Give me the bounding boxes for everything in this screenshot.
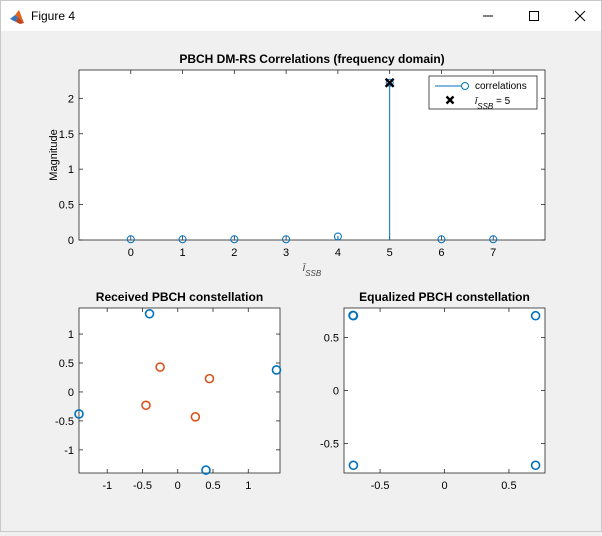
plot3-xtick-label: -0.5	[371, 480, 390, 492]
plot3-point	[348, 310, 358, 321]
figure-plots: 0 1 2 3 4 5 6 7 0 0.5 1 1.5 2 PBCH DM-RS Correlations…	[48, 52, 546, 492]
plot1-xtick-label: 7	[490, 247, 496, 259]
maximize-button[interactable]	[511, 1, 557, 31]
plot2-point	[74, 409, 84, 419]
x-mark-stroke	[384, 77, 395, 88]
plot1-xtick-label: 2	[231, 247, 237, 259]
matlab-icon	[10, 10, 24, 24]
minimize-button[interactable]	[465, 1, 511, 31]
plot2-point	[144, 308, 155, 319]
plot1-xtick-label: 4	[335, 247, 341, 259]
plot1-title: PBCH DM-RS Correlations (frequency domai…	[179, 52, 444, 66]
plot2-ytick-label: 0	[68, 387, 74, 399]
plot1-ytick-label: 1	[68, 164, 74, 176]
plot1-ytick-label: 0.5	[59, 200, 74, 212]
plot2-ytick-label: 0.5	[59, 358, 74, 370]
plot2-point	[155, 362, 165, 372]
close-icon	[574, 10, 586, 22]
plot2-point	[204, 373, 215, 384]
plot3-title: Equalized PBCH constellation	[359, 290, 530, 304]
close-button[interactable]	[557, 1, 602, 31]
plot1-stem-marker	[489, 235, 498, 244]
plot1-stem-marker	[333, 232, 342, 241]
plot1-stem-marker	[178, 235, 187, 244]
plot1-stem-marker	[385, 78, 394, 87]
plot3-xtick-label: 0.5	[501, 480, 516, 492]
maximize-icon	[529, 11, 539, 21]
legend-label-selected: īSSB = 5	[475, 96, 511, 111]
plot1-highlight-marker	[384, 77, 395, 88]
plot1-xlabel: īSSB	[303, 262, 322, 278]
plot1-xtick-label: 6	[438, 247, 444, 259]
legend-label-correlations: correlations	[475, 81, 527, 92]
plot1-ytick-label: 2	[68, 93, 74, 105]
plot2-point	[271, 365, 282, 375]
plot2-xtick-label: 0.5	[205, 480, 220, 492]
plot1-xtick-label: 5	[387, 247, 393, 259]
plot2-xtick-label: 1	[245, 480, 251, 492]
plot3-point	[530, 460, 541, 471]
plot1-stem-marker	[230, 235, 239, 244]
plot3-point	[530, 310, 541, 321]
legend-marker-correlations	[461, 82, 469, 90]
plot2-xtick-label: -1	[102, 480, 112, 492]
plot1-xtick-label: 3	[283, 247, 289, 259]
figure-canvas: 0 1 2 3 4 5 6 7 0 0.5 1 1.5 2 PBCH DM-RS Correlations…	[1, 31, 601, 531]
plot1-stem-marker	[437, 235, 446, 244]
plot1-xtick-label: 0	[128, 247, 134, 259]
plot2-xtick-label: -0.5	[133, 480, 152, 492]
plot1-xtick-label: 1	[179, 247, 185, 259]
plot2-ytick-label: 1	[68, 329, 74, 341]
plot2-ytick-label: -1	[64, 445, 74, 457]
plot2-ytick-label: -0.5	[55, 416, 74, 428]
plot2-xtick-label: 0	[175, 480, 181, 492]
plot2-point	[201, 465, 211, 475]
window-title: Figure 4	[31, 9, 76, 23]
plot2-point	[141, 400, 151, 411]
plot1-ytick-label: 0	[68, 235, 74, 247]
plot2-title: Received PBCH constellation	[96, 290, 263, 304]
plot1-stem-marker	[126, 235, 135, 244]
minimize-icon	[483, 15, 493, 17]
plot3-ytick-label: 0.5	[324, 333, 339, 345]
plot3-point	[348, 460, 359, 471]
plot1-stem-marker	[282, 235, 291, 244]
plot2-point	[190, 412, 201, 422]
plot2-axes	[78, 307, 281, 474]
plot1-ytick-label: 1.5	[59, 129, 74, 141]
title-bar[interactable]: Figure 4	[1, 1, 601, 31]
plot3-ytick-label: -0.5	[320, 438, 339, 450]
legend-marker-selected	[445, 95, 455, 105]
plot1-ylabel: Magnitude	[48, 129, 60, 180]
plot3-xtick-label: 0	[441, 480, 447, 492]
plot3-axes	[343, 307, 546, 474]
plot3-ytick-label: 0	[333, 386, 339, 398]
